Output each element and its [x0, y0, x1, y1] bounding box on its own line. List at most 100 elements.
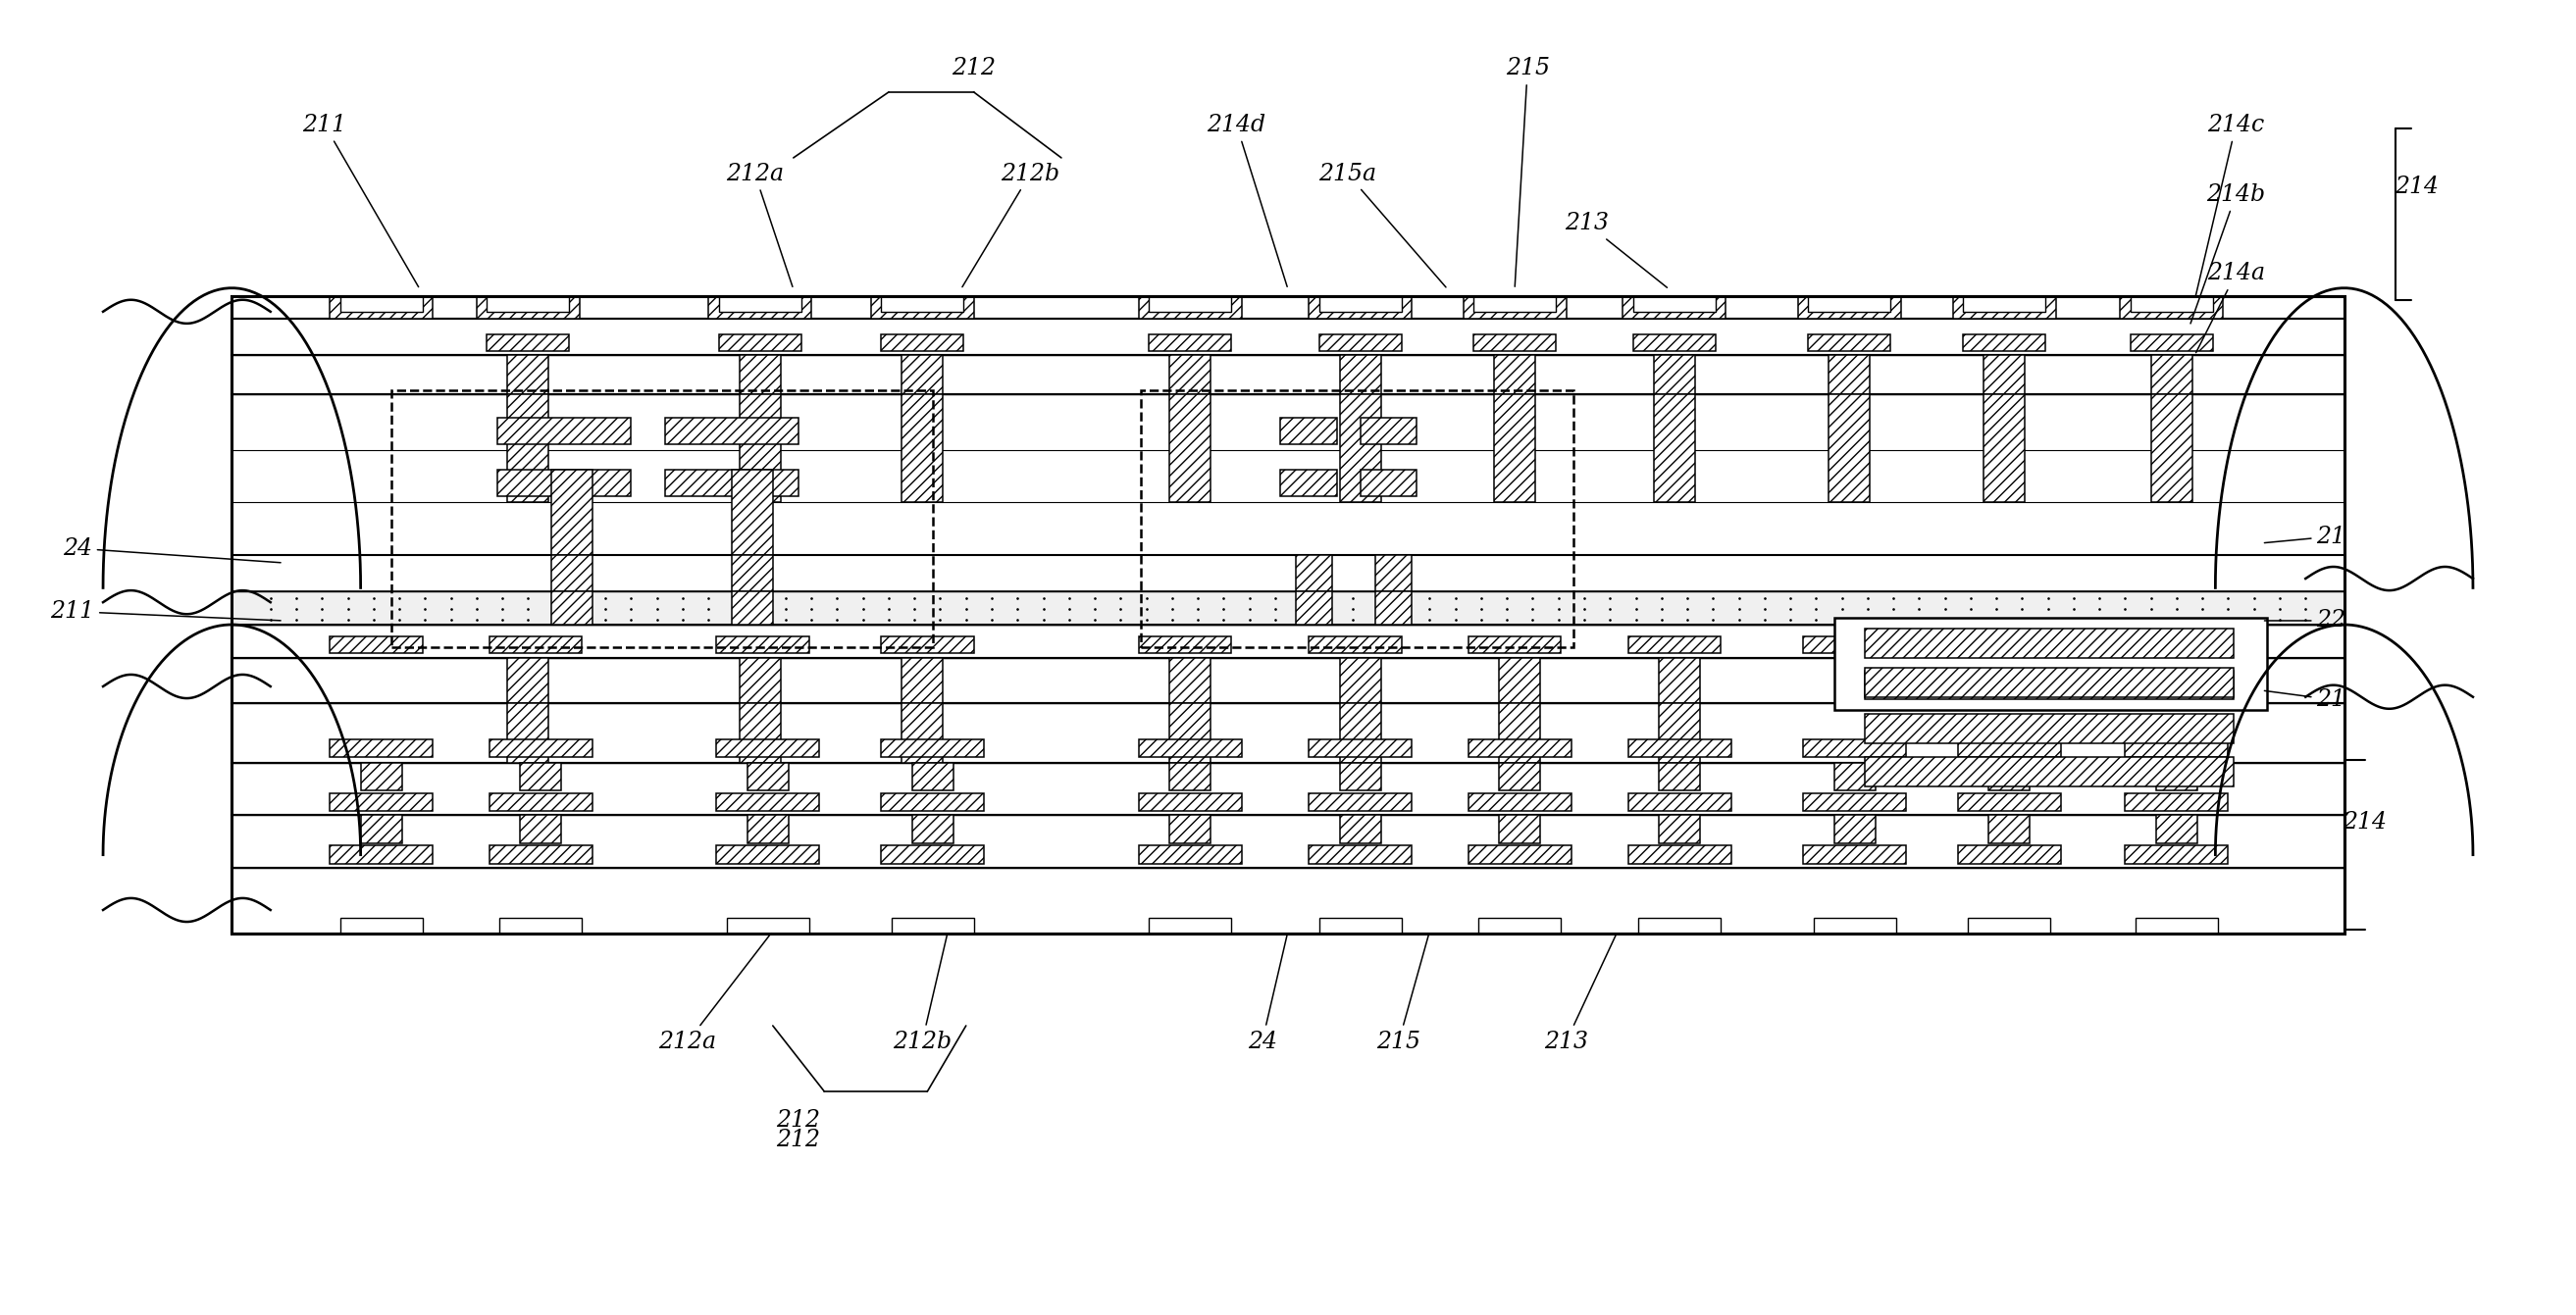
- Bar: [1803, 739, 1906, 757]
- Bar: [232, 625, 2344, 658]
- Bar: [330, 297, 433, 318]
- Bar: [1659, 763, 1700, 790]
- Bar: [489, 793, 592, 811]
- Bar: [1280, 418, 1337, 444]
- Bar: [1170, 704, 1211, 763]
- Bar: [1654, 355, 1695, 394]
- Bar: [361, 763, 402, 790]
- Text: 213: 213: [1564, 212, 1667, 288]
- Bar: [902, 704, 943, 763]
- Bar: [1963, 296, 2045, 312]
- Bar: [507, 704, 549, 763]
- Bar: [497, 469, 631, 496]
- Bar: [1170, 763, 1211, 790]
- Bar: [708, 297, 811, 318]
- Bar: [1468, 739, 1571, 757]
- Bar: [2130, 334, 2213, 351]
- Bar: [1494, 394, 1535, 502]
- Text: 214c: 214c: [2195, 113, 2264, 297]
- Bar: [1296, 555, 1332, 592]
- Bar: [891, 918, 974, 934]
- Bar: [1499, 815, 1540, 843]
- Bar: [1814, 918, 1896, 934]
- Bar: [1984, 355, 2025, 394]
- Bar: [747, 763, 788, 790]
- Bar: [497, 418, 631, 444]
- Bar: [232, 355, 2344, 394]
- Bar: [330, 793, 433, 811]
- Bar: [1808, 296, 1891, 312]
- Bar: [1463, 297, 1566, 318]
- Bar: [732, 469, 773, 555]
- Bar: [2120, 297, 2223, 318]
- Bar: [1319, 296, 1401, 312]
- Bar: [500, 918, 582, 934]
- Bar: [489, 739, 592, 757]
- Bar: [1309, 739, 1412, 757]
- Text: 22: 22: [2264, 609, 2347, 633]
- Text: 212b: 212b: [894, 934, 951, 1053]
- Bar: [2136, 918, 2218, 934]
- Bar: [912, 763, 953, 790]
- Bar: [1360, 418, 1417, 444]
- Bar: [1659, 704, 1700, 763]
- Text: 214b: 214b: [2190, 183, 2264, 323]
- Bar: [1865, 668, 2233, 697]
- Bar: [392, 391, 933, 647]
- Bar: [726, 918, 809, 934]
- Bar: [1829, 394, 1870, 502]
- Bar: [232, 763, 2344, 815]
- Bar: [1340, 658, 1381, 704]
- Bar: [2156, 815, 2197, 843]
- Bar: [739, 355, 781, 394]
- Bar: [1139, 636, 1231, 654]
- Bar: [719, 296, 801, 312]
- Text: 212: 212: [775, 1128, 822, 1152]
- Bar: [1628, 793, 1731, 811]
- Bar: [1865, 629, 2233, 658]
- Bar: [232, 296, 2344, 934]
- Bar: [1340, 704, 1381, 763]
- Bar: [232, 868, 2344, 934]
- Bar: [1659, 658, 1700, 704]
- Bar: [1963, 334, 2045, 351]
- Bar: [1473, 334, 1556, 351]
- Bar: [1139, 297, 1242, 318]
- Bar: [232, 318, 2344, 355]
- Bar: [1499, 763, 1540, 790]
- Text: 213: 213: [1543, 934, 1618, 1053]
- Bar: [1628, 636, 1721, 654]
- Bar: [487, 296, 569, 312]
- Bar: [1141, 391, 1574, 647]
- Bar: [902, 394, 943, 502]
- Bar: [232, 592, 2344, 625]
- Bar: [232, 296, 2344, 318]
- Bar: [1296, 592, 1332, 625]
- Bar: [902, 355, 943, 394]
- Text: 212: 212: [951, 57, 997, 80]
- Bar: [881, 846, 984, 864]
- Bar: [2130, 296, 2213, 312]
- Bar: [881, 296, 963, 312]
- Bar: [330, 739, 433, 757]
- Bar: [232, 394, 2344, 555]
- Bar: [1340, 355, 1381, 394]
- Bar: [1628, 846, 1731, 864]
- Bar: [340, 296, 422, 312]
- Bar: [520, 815, 562, 843]
- Text: 214a: 214a: [2195, 262, 2264, 352]
- Bar: [1968, 918, 2050, 934]
- Bar: [1803, 846, 1906, 864]
- Bar: [551, 592, 592, 625]
- Bar: [1958, 793, 2061, 811]
- Bar: [330, 636, 422, 654]
- Bar: [1829, 355, 1870, 394]
- Bar: [881, 739, 984, 757]
- Bar: [747, 815, 788, 843]
- Bar: [1468, 636, 1561, 654]
- Bar: [871, 297, 974, 318]
- Bar: [1633, 334, 1716, 351]
- Bar: [1149, 918, 1231, 934]
- Text: 24: 24: [62, 537, 281, 563]
- Bar: [1989, 763, 2030, 790]
